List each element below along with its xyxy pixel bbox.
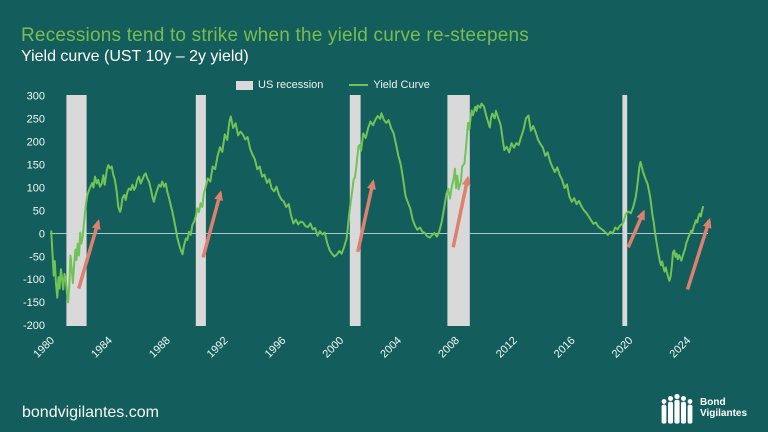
re-steepening-arrow	[356, 179, 376, 253]
y-axis-label: 300	[27, 91, 45, 103]
x-axis-label: 2000	[321, 335, 347, 361]
y-axis-label: -200	[23, 320, 45, 332]
page-title: Recessions tend to strike when the yield…	[21, 25, 529, 46]
y-axis-label: 200	[27, 137, 45, 149]
y-axis-label: 100	[27, 182, 45, 194]
people-icon	[661, 393, 693, 424]
y-axis-label: 50	[33, 205, 45, 217]
re-steepening-arrow	[685, 217, 712, 291]
brand-logo: Bond Vigilantes	[660, 392, 747, 425]
re-steepening-arrow	[451, 175, 471, 248]
yield-curve-legend-swatch	[349, 83, 369, 87]
x-axis-label: 1992	[205, 335, 231, 361]
y-axis-label: -50	[29, 251, 45, 263]
recession-band	[447, 95, 470, 326]
page-subtitle: Yield curve (UST 10y – 2y yield)	[21, 48, 249, 65]
y-axis-label: 150	[27, 159, 45, 171]
x-axis-label: 1996	[263, 335, 289, 361]
yield-curve-chart: 300 250 200 150 100 50 0 -50 -100 -150 -200 1980 198…	[23, 91, 712, 361]
x-axis-label: 1988	[147, 335, 173, 361]
x-axis-label: 2004	[378, 335, 404, 361]
recession-legend-label: US recession	[258, 79, 324, 91]
chart-legend: US recession Yield Curve	[236, 78, 430, 92]
x-axis-label: 2024	[668, 335, 694, 361]
x-axis-label: 1984	[89, 335, 115, 361]
brand-name-line2: Vigilantes	[700, 407, 748, 419]
yield-curve-line	[50, 102, 705, 304]
y-axis-label: -100	[23, 274, 45, 286]
re-steepening-arrow	[77, 219, 101, 290]
recession-band	[622, 95, 628, 326]
x-axis-label: 2012	[494, 335, 520, 361]
x-axis-label: 2020	[610, 335, 636, 361]
yield-curve-legend-label: Yield Curve	[373, 79, 430, 91]
website-url: bondvigilantes.com	[22, 404, 159, 421]
x-axis-label: 2008	[436, 335, 462, 361]
x-axis-label: 2016	[552, 335, 578, 361]
y-axis-label: 0	[39, 228, 45, 240]
recession-legend-swatch	[236, 80, 253, 90]
recession-band	[349, 95, 361, 326]
y-axis-label: 250	[27, 114, 45, 126]
re-steepening-arrow	[626, 209, 646, 248]
brand-name-line1: Bond	[700, 397, 726, 408]
recession-band	[195, 95, 206, 326]
x-axis-label: 1980	[31, 335, 57, 361]
re-steepening-arrow	[201, 190, 223, 258]
y-axis-label: -150	[23, 297, 45, 309]
